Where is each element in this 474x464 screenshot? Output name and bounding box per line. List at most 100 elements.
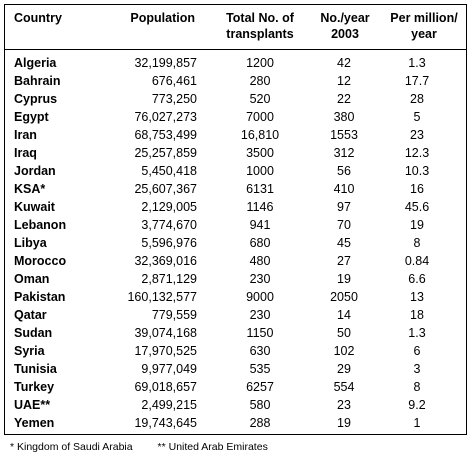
- table-row: Pakistan 160,132,577 9000 2050 13: [5, 288, 466, 306]
- cell-per-year: 312: [333, 146, 355, 160]
- table-row: Algeria 32,199,857 1200 42 1.3: [5, 54, 466, 72]
- cell-per-year: 45: [337, 236, 351, 250]
- cell-country: Sudan: [14, 326, 53, 340]
- cell-transplants: 630: [249, 344, 271, 358]
- table-row: Libya 5,596,976 680 45 8: [5, 234, 466, 252]
- cell-transplants: 288: [249, 416, 271, 430]
- cell-per-year: 554: [333, 380, 355, 394]
- cell-transplants: 3500: [246, 146, 274, 160]
- cell-transplants: 580: [249, 398, 271, 412]
- header-population-label: Population: [130, 11, 195, 25]
- cell-transplants: 941: [249, 218, 271, 232]
- cell-country: Oman: [14, 272, 50, 286]
- header-per-million-line2: year: [411, 27, 437, 41]
- table-row: Yemen 19,743,645 288 19 1: [5, 414, 466, 432]
- cell-population: 25,257,859: [134, 146, 197, 160]
- table-row: Turkey 69,018,657 6257 554 8: [5, 378, 466, 396]
- table-footnotes: * Kingdom of Saudi Arabia ** United Arab…: [10, 441, 290, 453]
- table-row: UAE** 2,499,215 580 23 9.2: [5, 396, 466, 414]
- cell-per-year: 42: [337, 56, 351, 70]
- table-row: Oman 2,871,129 230 19 6.6: [5, 270, 466, 288]
- cell-per-million: 45.6: [404, 200, 430, 214]
- cell-per-million: 1: [413, 416, 421, 430]
- cell-transplants: 280: [249, 74, 271, 88]
- cell-per-million: 17.7: [404, 74, 430, 88]
- header-transplants-line2: transplants: [226, 27, 294, 41]
- cell-per-million: 3: [413, 362, 421, 376]
- cell-per-year: 2050: [330, 290, 358, 304]
- cell-per-million: 10.3: [404, 164, 430, 178]
- cell-population: 17,970,525: [134, 344, 197, 358]
- cell-per-year: 19: [337, 272, 351, 286]
- cell-country: Syria: [14, 344, 45, 358]
- table-row: KSA* 25,607,367 6131 410 16: [5, 180, 466, 198]
- cell-per-year: 23: [337, 398, 351, 412]
- cell-per-year: 19: [337, 416, 351, 430]
- table-row: Cyprus 773,250 520 22 28: [5, 90, 466, 108]
- cell-per-year: 27: [337, 254, 351, 268]
- table-row: Lebanon 3,774,670 941 70 19: [5, 216, 466, 234]
- cell-transplants: 6131: [246, 182, 274, 196]
- cell-country: Bahrain: [14, 74, 61, 88]
- cell-transplants: 1150: [246, 326, 274, 340]
- cell-country: Iran: [14, 128, 37, 142]
- cell-per-million: 6: [413, 344, 421, 358]
- cell-transplants: 680: [249, 236, 271, 250]
- table-row: Sudan 39,074,168 1150 50 1.3: [5, 324, 466, 342]
- table-row: Egypt 76,027,273 7000 380 5: [5, 108, 466, 126]
- cell-country: Qatar: [14, 308, 47, 322]
- header-country-label: Country: [14, 11, 62, 25]
- table-header: Country Population Total No. of transpla…: [5, 5, 466, 50]
- cell-per-year: 29: [337, 362, 351, 376]
- cell-population: 76,027,273: [134, 110, 197, 124]
- footnote-ksa: * Kingdom of Saudi Arabia: [10, 441, 133, 453]
- cell-per-million: 8: [413, 236, 421, 250]
- cell-per-year: 70: [337, 218, 351, 232]
- cell-per-million: 16: [410, 182, 424, 196]
- cell-country: Tunisia: [14, 362, 57, 376]
- cell-transplants: 1146: [246, 200, 274, 214]
- cell-transplants: 535: [249, 362, 271, 376]
- cell-country: Kuwait: [14, 200, 55, 214]
- cell-per-year: 380: [333, 110, 355, 124]
- cell-population: 19,743,645: [134, 416, 197, 430]
- table-row: Morocco 32,369,016 480 27 0.84: [5, 252, 466, 270]
- cell-per-million: 9.2: [408, 398, 426, 412]
- cell-population: 2,129,005: [141, 200, 197, 214]
- cell-population: 39,074,168: [134, 326, 197, 340]
- cell-country: Algeria: [14, 56, 57, 70]
- cell-country: KSA*: [14, 182, 46, 196]
- cell-transplants: 230: [249, 308, 271, 322]
- table-body: Algeria 32,199,857 1200 42 1.3 Bahrain 676,46…: [5, 54, 466, 432]
- header-per-year-line1: No./year: [320, 11, 370, 25]
- cell-per-year: 1553: [330, 128, 358, 142]
- cell-country: Egypt: [14, 110, 49, 124]
- cell-per-million: 1.3: [408, 56, 426, 70]
- cell-transplants: 7000: [246, 110, 274, 124]
- cell-population: 2,499,215: [141, 398, 197, 412]
- table-row: Tunisia 9,977,049 535 29 3: [5, 360, 466, 378]
- cell-per-year: 12: [337, 74, 351, 88]
- table-row: Bahrain 676,461 280 12 17.7: [5, 72, 466, 90]
- cell-country: UAE**: [14, 398, 51, 412]
- cell-population: 160,132,577: [127, 290, 197, 304]
- table-row: Iran 68,753,499 16,810 1553 23: [5, 126, 466, 144]
- footnote-uae: ** United Arab Emirates: [157, 441, 268, 453]
- cell-transplants: 6257: [246, 380, 274, 394]
- cell-transplants: 480: [249, 254, 271, 268]
- header-per-year: No./year 2003: [310, 10, 380, 42]
- transplant-table: Country Population Total No. of transpla…: [4, 4, 467, 435]
- cell-per-million: 23: [410, 128, 424, 142]
- cell-country: Yemen: [14, 416, 55, 430]
- cell-per-year: 102: [333, 344, 355, 358]
- cell-population: 2,871,129: [141, 272, 197, 286]
- cell-per-million: 28: [410, 92, 424, 106]
- cell-population: 9,977,049: [141, 362, 197, 376]
- cell-per-year: 410: [333, 182, 355, 196]
- cell-population: 32,369,016: [134, 254, 197, 268]
- cell-country: Iraq: [14, 146, 37, 160]
- cell-population: 25,607,367: [134, 182, 197, 196]
- cell-per-year: 22: [337, 92, 351, 106]
- cell-per-million: 5: [413, 110, 421, 124]
- cell-per-million: 12.3: [404, 146, 430, 160]
